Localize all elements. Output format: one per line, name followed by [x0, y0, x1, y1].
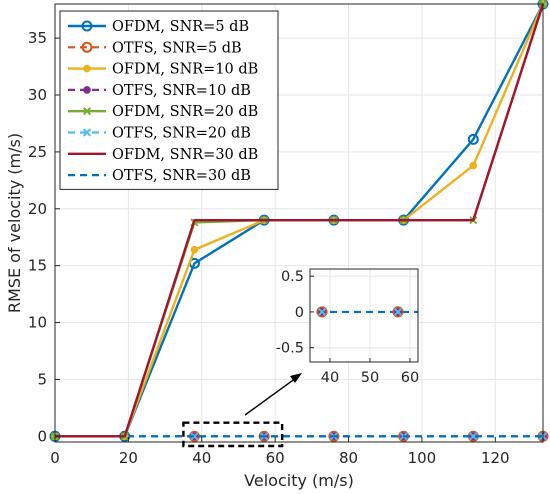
x-tick-label: 0	[50, 449, 60, 467]
inset-x-tick-label: 40	[321, 370, 339, 386]
ticks-layer: 0 20 40 60 80 100 120 0 5 10 15 20 25 30 35	[28, 29, 510, 467]
inset-y-tick-label: -0.5	[276, 341, 304, 357]
legend-marker	[83, 64, 91, 73]
legend-label: OFDM, SNR=5 dB	[112, 19, 249, 35]
legend-entry: OFDM, SNR=5 dB	[68, 19, 249, 35]
legend-marker	[82, 128, 92, 137]
series-7	[55, 3, 545, 438]
legend-box	[59, 10, 279, 190]
y-axis-label: RMSE of velocity (m/s)	[5, 133, 24, 313]
legend-entry: OTFS, SNR=20 dB	[68, 126, 251, 142]
y-tick-label: 35	[28, 29, 47, 47]
inset-y-tick-label: 0	[295, 305, 304, 321]
y-tick-label: 5	[37, 370, 47, 388]
x-tick-label: 20	[119, 449, 138, 467]
zoom-arrow-line	[244, 377, 297, 416]
x-tick-label: 80	[339, 449, 358, 467]
inset-x-tick-label: 50	[361, 370, 379, 386]
legend-entry: OTFS, SNR=5 dB	[68, 40, 242, 56]
inset-data-point	[392, 306, 404, 318]
inset-data-point	[393, 307, 403, 317]
inset-y-tick-label: 0.5	[281, 269, 304, 285]
inset-data-point	[316, 306, 328, 318]
legend-label: OFDM, SNR=20 dB	[112, 104, 258, 120]
y-tick-label: 15	[28, 257, 47, 275]
series-layer	[49, 0, 549, 442]
data-point	[328, 430, 340, 442]
zoom-indicator	[182, 373, 302, 448]
legend-marker	[82, 107, 92, 116]
y-tick-label: 30	[28, 86, 47, 104]
inset-x-tick-label: 60	[401, 370, 419, 386]
legend-label: OTFS, SNR=5 dB	[112, 40, 242, 56]
legend-entry: OFDM, SNR=30 dB	[68, 147, 258, 163]
inset-data-point	[317, 307, 327, 317]
series-line	[55, 3, 545, 438]
y-tick-label: 20	[28, 200, 47, 218]
inset-plot: 40 50 60 0.5 0 -0.5	[276, 268, 419, 386]
legend-label: OFDM, SNR=30 dB	[112, 147, 258, 163]
legend-entry: OFDM, SNR=20 dB	[68, 104, 258, 120]
x-axis-label: Velocity (m/s)	[244, 471, 354, 490]
legend-marker	[83, 86, 91, 94]
legend-marker	[81, 41, 93, 53]
legend-entry: OFDM, SNR=10 dB	[68, 62, 258, 78]
data-point	[190, 432, 199, 441]
legend: OFDM, SNR=5 dB OTFS, SNR=5 dB OFDM, SNR=10…	[59, 10, 279, 190]
legend-label: OFDM, SNR=10 dB	[112, 62, 258, 78]
y-tick-label: 10	[28, 314, 47, 332]
legend-marker	[81, 20, 93, 32]
inset-axes-box	[309, 268, 419, 363]
data-point	[190, 245, 199, 254]
legend-entry: OTFS, SNR=10 dB	[68, 83, 251, 99]
data-point	[467, 133, 479, 145]
data-point	[469, 432, 478, 441]
legend-entry: OTFS, SNR=30 dB	[68, 168, 251, 184]
x-tick-label: 60	[266, 449, 285, 467]
legend-label: OTFS, SNR=20 dB	[112, 126, 251, 142]
legend-label: OTFS, SNR=30 dB	[112, 168, 251, 184]
y-tick-label: 25	[28, 143, 47, 161]
x-tick-label: 40	[192, 449, 211, 467]
axes-box	[54, 3, 544, 443]
legend-label: OTFS, SNR=10 dB	[112, 83, 251, 99]
x-tick-label: 120	[481, 449, 510, 467]
data-point	[469, 161, 478, 170]
zoom-arrow-head	[290, 373, 302, 383]
x-tick-label: 100	[408, 449, 437, 467]
zoom-region-box	[182, 421, 284, 448]
y-tick-label: 0	[37, 427, 47, 445]
